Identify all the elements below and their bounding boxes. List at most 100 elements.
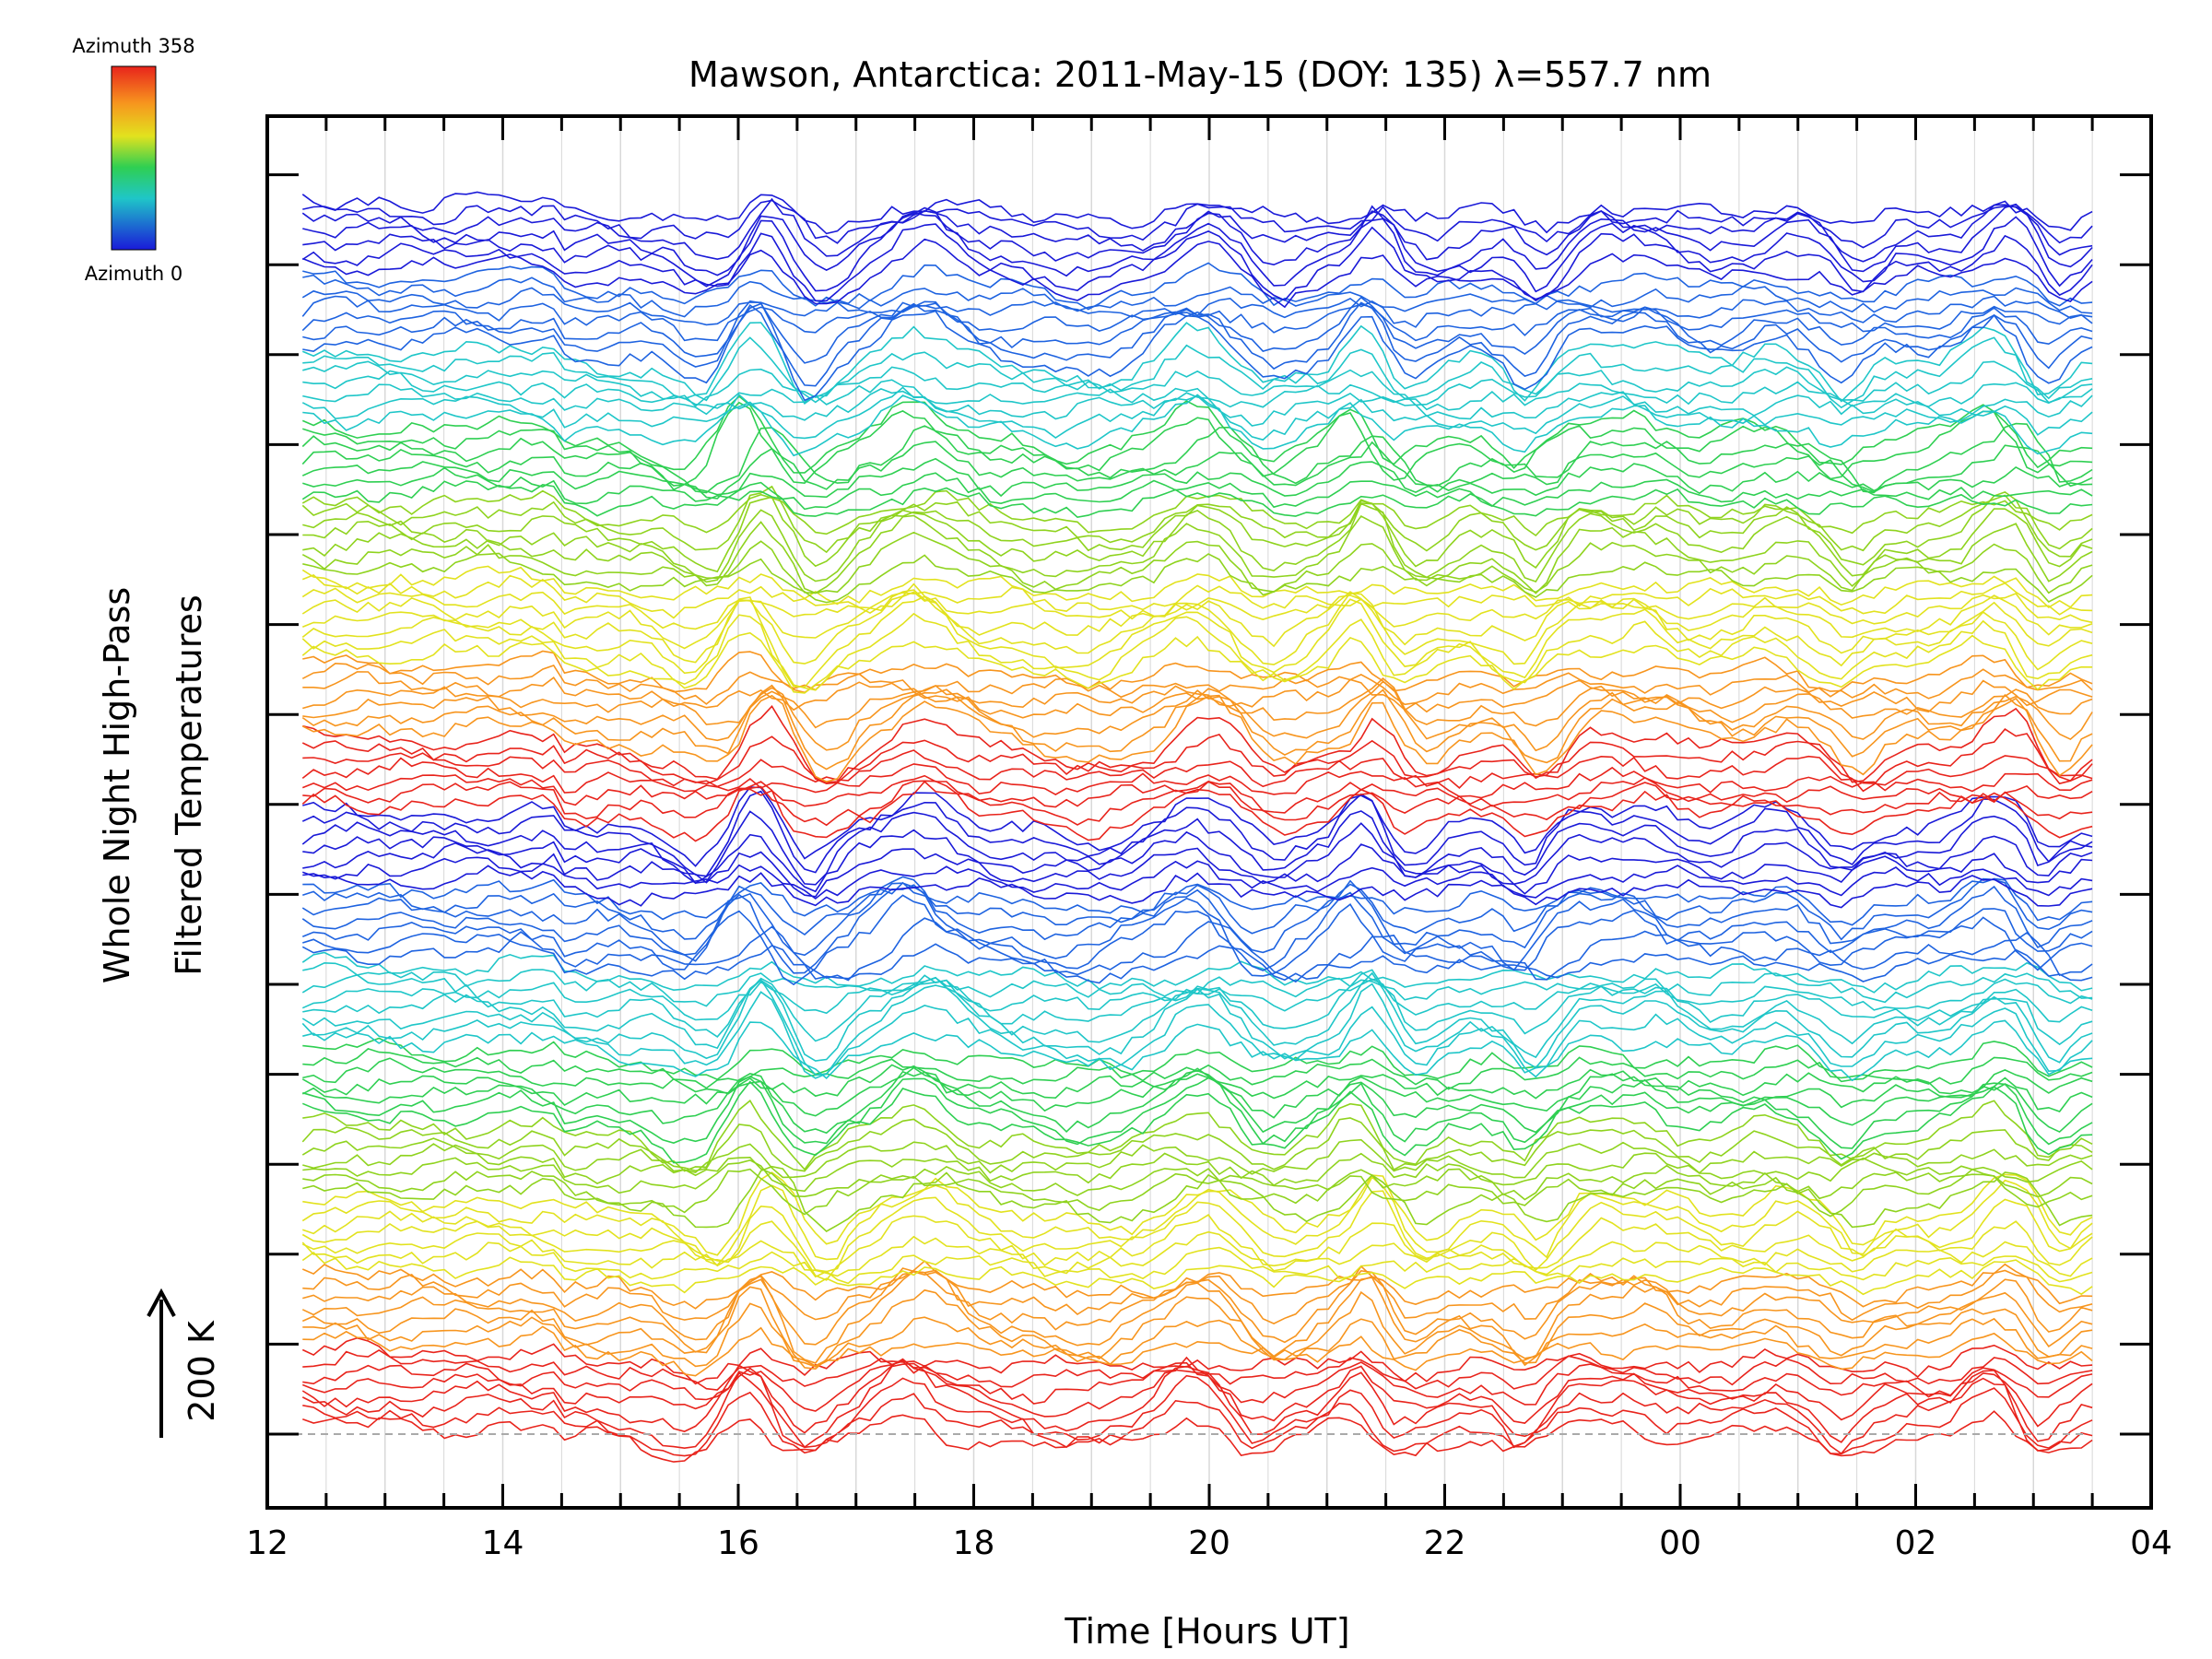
trace-line (302, 1348, 2093, 1391)
trace-line (301, 662, 2093, 706)
trace-line (302, 1302, 2093, 1368)
x-tick-label: 04 (2130, 1524, 2172, 1562)
trace-line (302, 1171, 2093, 1256)
trace-line (302, 206, 2093, 293)
trace-line (301, 951, 2093, 994)
colorbar-bottom-label: Azimuth 0 (85, 263, 183, 285)
trace-line (302, 877, 2093, 941)
trace-line (301, 1241, 2093, 1285)
trace-line (302, 1057, 2093, 1100)
trace-line (302, 1410, 2093, 1463)
trace-line (301, 441, 2093, 500)
trace-line (302, 865, 2093, 909)
trace-line (302, 650, 2093, 698)
trace-line (302, 1356, 2093, 1434)
x-tick-label: 20 (1188, 1524, 1230, 1562)
scale-indicator: 200 K (147, 1288, 222, 1438)
x-tick-label: 14 (482, 1524, 524, 1562)
trace-line (301, 991, 2093, 1079)
scale-label: 200 K (182, 1320, 222, 1422)
trace-line (302, 466, 2093, 511)
trace-line (301, 1067, 2093, 1135)
trace-line (302, 774, 2093, 814)
trace-line (301, 589, 2093, 650)
trace-line (302, 704, 2093, 785)
trace-line (301, 884, 2093, 974)
trace-lines (301, 191, 2093, 1463)
trace-line (302, 383, 2093, 427)
trace-line (302, 856, 2093, 900)
trace-line (301, 489, 2093, 537)
trace-line (302, 360, 2093, 407)
trace-line (301, 1214, 2093, 1281)
trace-line (301, 565, 2093, 608)
trace-line (302, 274, 2093, 318)
trace-line (301, 386, 2093, 441)
trace-line (301, 480, 2093, 519)
trace-line (302, 1387, 2093, 1457)
trace-line (301, 694, 2093, 782)
trace-line (302, 1359, 2093, 1412)
y-axis-label: Whole Night High-Pass (97, 587, 137, 983)
trace-line (301, 394, 2093, 474)
trace-line (301, 422, 2093, 494)
trace-line (301, 790, 2093, 877)
trace-line (301, 757, 2093, 799)
trace-line (301, 1371, 2093, 1455)
trace-line (302, 1019, 2093, 1082)
trace-line (302, 971, 2093, 1062)
trace-line (302, 401, 2093, 491)
trace-line (302, 841, 2093, 898)
trace-line (301, 191, 2093, 235)
trace-line (302, 1099, 2093, 1172)
trace-line (302, 780, 2093, 827)
trace-line (301, 287, 2093, 328)
trace-line (302, 552, 2093, 604)
trace-line (301, 295, 2093, 342)
trace-line (301, 939, 2093, 984)
trace-line (301, 587, 2093, 630)
trace-line (302, 917, 2093, 983)
trace-line (301, 612, 2093, 691)
trace-line (302, 749, 2093, 789)
x-tick-label: 18 (953, 1524, 995, 1562)
trace-line (302, 680, 2093, 752)
trace-line (301, 1251, 2093, 1296)
x-tick-label: 02 (1895, 1524, 1937, 1562)
trace-line (302, 786, 2093, 867)
trace-line (301, 457, 2093, 499)
trace-line (301, 1066, 2093, 1119)
trace-line (302, 677, 2093, 729)
trace-line (301, 1117, 2093, 1172)
trace-line (302, 203, 2093, 276)
chart-title: Mawson, Antarctica: 2011-May-15 (DOY: 13… (688, 54, 1712, 95)
trace-line (302, 514, 2093, 594)
trace-line (302, 1048, 2093, 1090)
arrow-up-icon (147, 1288, 176, 1317)
trace-line (302, 1165, 2093, 1232)
trace-line (302, 582, 2093, 665)
trace-line (302, 336, 2093, 409)
trace-line (301, 894, 2093, 986)
colorbar-gradient (111, 65, 157, 251)
trace-line (301, 1230, 2093, 1277)
trace-line (301, 631, 2093, 694)
trace-line (302, 1076, 2093, 1149)
x-axis-label: Time [Hours UT] (1064, 1611, 1349, 1652)
trace-line (301, 1336, 2093, 1385)
trace-line (301, 223, 2093, 302)
trace-line (302, 573, 2093, 619)
x-tick-label: 12 (246, 1524, 288, 1562)
x-tick-label: 16 (717, 1524, 759, 1562)
trace-line (301, 296, 2093, 364)
trace-line (302, 671, 2093, 713)
trace-line (301, 684, 2093, 771)
trace-line (301, 1286, 2093, 1371)
x-tick-label: 00 (1659, 1524, 1701, 1562)
trace-line (301, 1263, 2093, 1310)
axis-ticks (265, 116, 2153, 1508)
trace-line (302, 1143, 2093, 1193)
trace-line (302, 238, 2093, 309)
y-axis-label-line2: Filtered Temperatures (169, 594, 209, 975)
